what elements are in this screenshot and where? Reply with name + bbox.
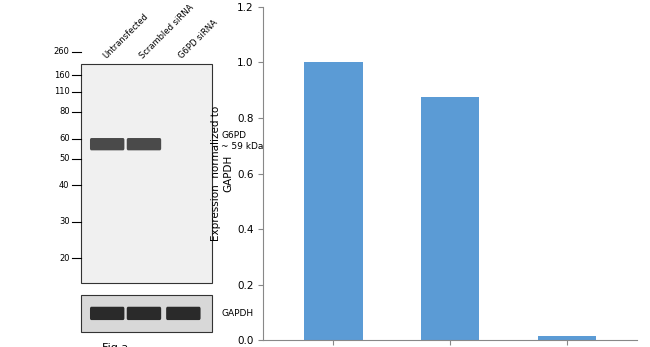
Bar (421, 97, 480, 340)
Text: 260: 260 (54, 48, 70, 57)
Text: 160: 160 (54, 71, 70, 80)
Bar (538, 336, 596, 340)
FancyBboxPatch shape (90, 307, 124, 320)
Text: Scrambled siRNA: Scrambled siRNA (138, 3, 195, 60)
Y-axis label: Expression  normalized to
GAPDH: Expression normalized to GAPDH (211, 106, 233, 241)
Text: 60: 60 (59, 134, 70, 143)
Bar (81, 64, 213, 283)
Text: 110: 110 (54, 87, 70, 96)
FancyBboxPatch shape (166, 307, 201, 320)
Text: 80: 80 (59, 107, 70, 116)
FancyBboxPatch shape (90, 138, 124, 150)
Text: G6PD siRNA: G6PD siRNA (177, 18, 219, 60)
Text: G6PD
~ 59 kDa: G6PD ~ 59 kDa (221, 131, 264, 151)
Text: GAPDH: GAPDH (221, 309, 254, 318)
FancyBboxPatch shape (127, 307, 161, 320)
FancyBboxPatch shape (127, 138, 161, 150)
Text: 40: 40 (59, 181, 70, 190)
Text: Untransfected: Untransfected (101, 11, 150, 60)
Text: 30: 30 (59, 217, 70, 226)
Text: 20: 20 (59, 254, 70, 263)
Text: 50: 50 (59, 154, 70, 163)
Text: Fig a: Fig a (102, 344, 128, 347)
Bar (304, 62, 363, 340)
Bar (81, 295, 213, 332)
